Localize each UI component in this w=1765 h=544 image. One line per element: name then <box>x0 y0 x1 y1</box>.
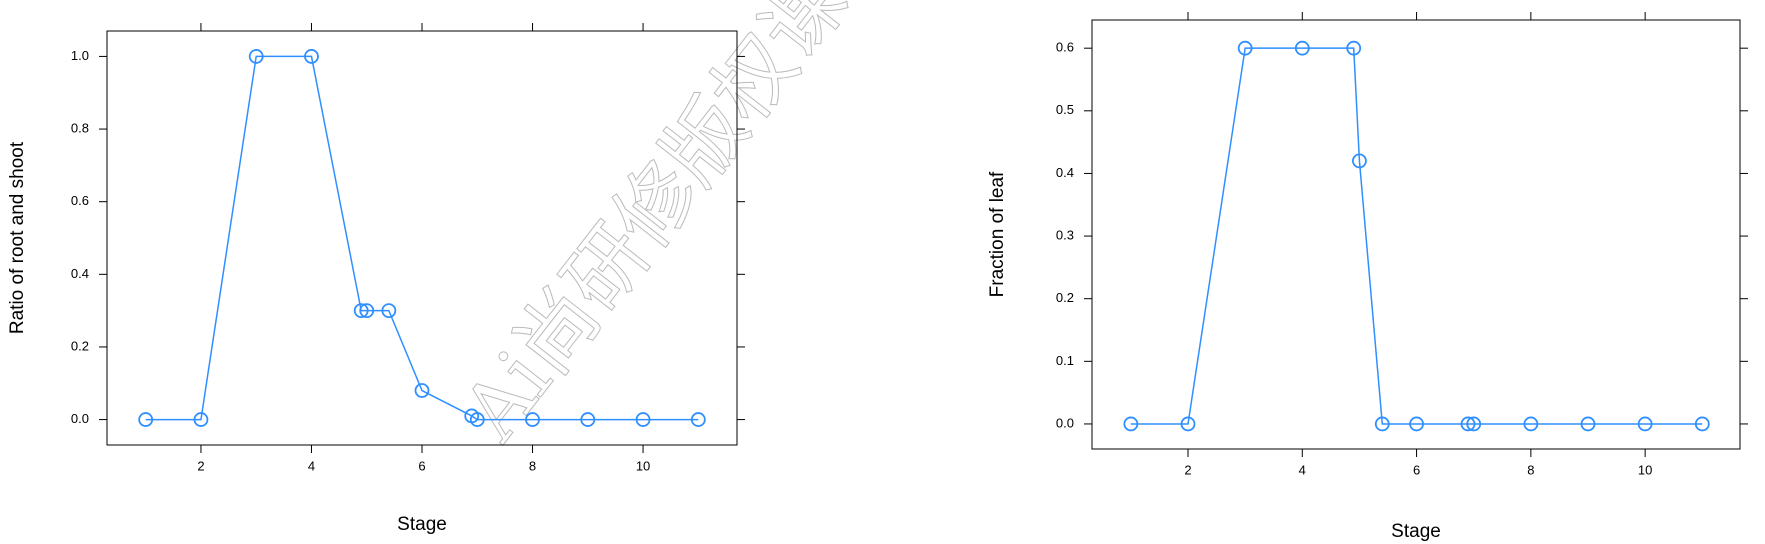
x-tick-label: 10 <box>1638 462 1652 477</box>
y-tick-label: 0.4 <box>1056 165 1074 180</box>
watermark: Ai尚研修版权课 <box>444 0 865 457</box>
data-point <box>1460 416 1476 432</box>
data-point <box>1352 153 1367 169</box>
x-axis-label: Stage <box>1391 521 1441 542</box>
data-point <box>635 412 651 427</box>
data-point <box>580 412 596 427</box>
data-point <box>1374 416 1390 432</box>
x-tick-label: 4 <box>308 458 315 473</box>
data-point <box>1523 416 1539 432</box>
y-tick-label: 0.1 <box>1056 353 1074 368</box>
series-line <box>145 55 699 421</box>
x-tick-label: 6 <box>418 458 425 473</box>
data-point <box>1637 416 1653 432</box>
y-tick-label: 0.8 <box>71 120 89 135</box>
y-tick-label: 0.4 <box>71 266 89 281</box>
y-tick-label: 0.2 <box>71 338 89 353</box>
data-point <box>353 303 369 319</box>
y-tick-label: 0.6 <box>71 193 89 208</box>
y-tick-label: 0.0 <box>1056 415 1074 430</box>
data-point <box>1580 416 1596 432</box>
x-tick-label: 2 <box>1184 462 1191 477</box>
data-point <box>381 303 397 319</box>
y-tick-label: 0.5 <box>1056 102 1074 117</box>
x-tick-label: 2 <box>197 458 204 473</box>
x-tick-label: 10 <box>636 458 650 473</box>
data-point <box>525 412 540 427</box>
y-axis-label: Ratio of root and shoot <box>7 141 28 334</box>
series <box>138 49 706 427</box>
x-tick-label: 4 <box>1299 462 1306 477</box>
data-point <box>304 49 319 64</box>
data-point <box>359 303 375 319</box>
y-tick-label: 0.6 <box>1056 40 1074 55</box>
series <box>1123 40 1710 432</box>
x-tick-label: 8 <box>1527 462 1534 477</box>
series-line <box>1130 47 1703 425</box>
data-point <box>1466 416 1482 432</box>
data-point <box>1123 416 1139 432</box>
data-point <box>1237 40 1253 56</box>
y-tick-label: 0.3 <box>1056 228 1074 243</box>
data-point <box>1694 416 1710 432</box>
y-tick-label: 0.2 <box>1056 290 1074 305</box>
data-point <box>1346 40 1362 56</box>
data-point <box>690 412 706 427</box>
plot-frame <box>1091 19 1741 450</box>
y-axis-label: Fraction of leaf <box>987 171 1008 297</box>
data-point <box>248 49 264 64</box>
data-point <box>1294 40 1310 56</box>
data-point <box>193 412 209 427</box>
data-point <box>469 412 485 427</box>
data-point <box>414 383 430 398</box>
y-tick-label: 1.0 <box>71 48 89 63</box>
y-tick-label: 0.0 <box>71 411 89 426</box>
x-tick-label: 8 <box>529 458 536 473</box>
data-point <box>1409 416 1424 432</box>
data-point <box>1180 416 1196 432</box>
x-tick-label: 6 <box>1413 462 1420 477</box>
x-axis-label: Stage <box>397 514 447 535</box>
data-point <box>138 412 154 427</box>
